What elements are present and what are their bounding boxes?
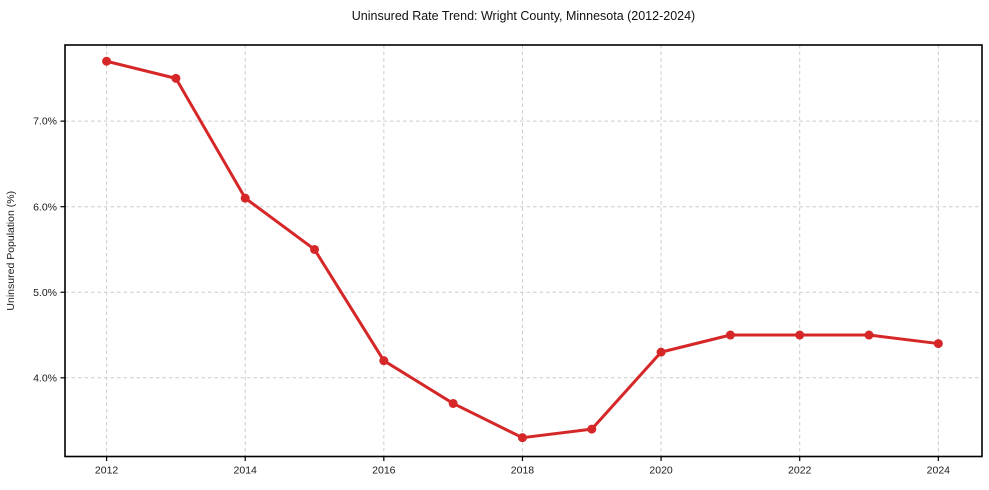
x-tick-label: 2018 — [511, 465, 535, 477]
y-tick-label: 4.0% — [33, 372, 57, 384]
x-tick-label: 2020 — [649, 465, 673, 477]
data-point — [448, 398, 458, 408]
data-point — [310, 244, 320, 254]
plot-border — [64, 44, 983, 458]
data-point — [864, 330, 874, 340]
data-point — [517, 433, 527, 443]
data-point — [379, 356, 389, 366]
x-tick-label: 2012 — [95, 465, 119, 477]
y-tick-label: 5.0% — [33, 287, 57, 299]
x-tick-label: 2014 — [234, 465, 258, 477]
data-point — [240, 193, 250, 203]
data-point — [587, 424, 597, 434]
data-point — [725, 330, 735, 340]
x-tick-label: 2024 — [927, 465, 951, 477]
y-tick-label: 7.0% — [33, 116, 57, 128]
x-tick-label: 2022 — [788, 465, 812, 477]
data-point — [171, 73, 181, 83]
x-tick-label: 2016 — [372, 465, 396, 477]
data-point — [102, 56, 112, 66]
data-point — [933, 339, 943, 349]
chart-title: Uninsured Rate Trend: Wright County, Min… — [351, 9, 696, 23]
data-point — [795, 330, 805, 340]
data-point — [656, 347, 666, 357]
y-axis-label: Uninsured Population (%) — [5, 191, 17, 311]
y-tick-label: 6.0% — [33, 201, 57, 213]
